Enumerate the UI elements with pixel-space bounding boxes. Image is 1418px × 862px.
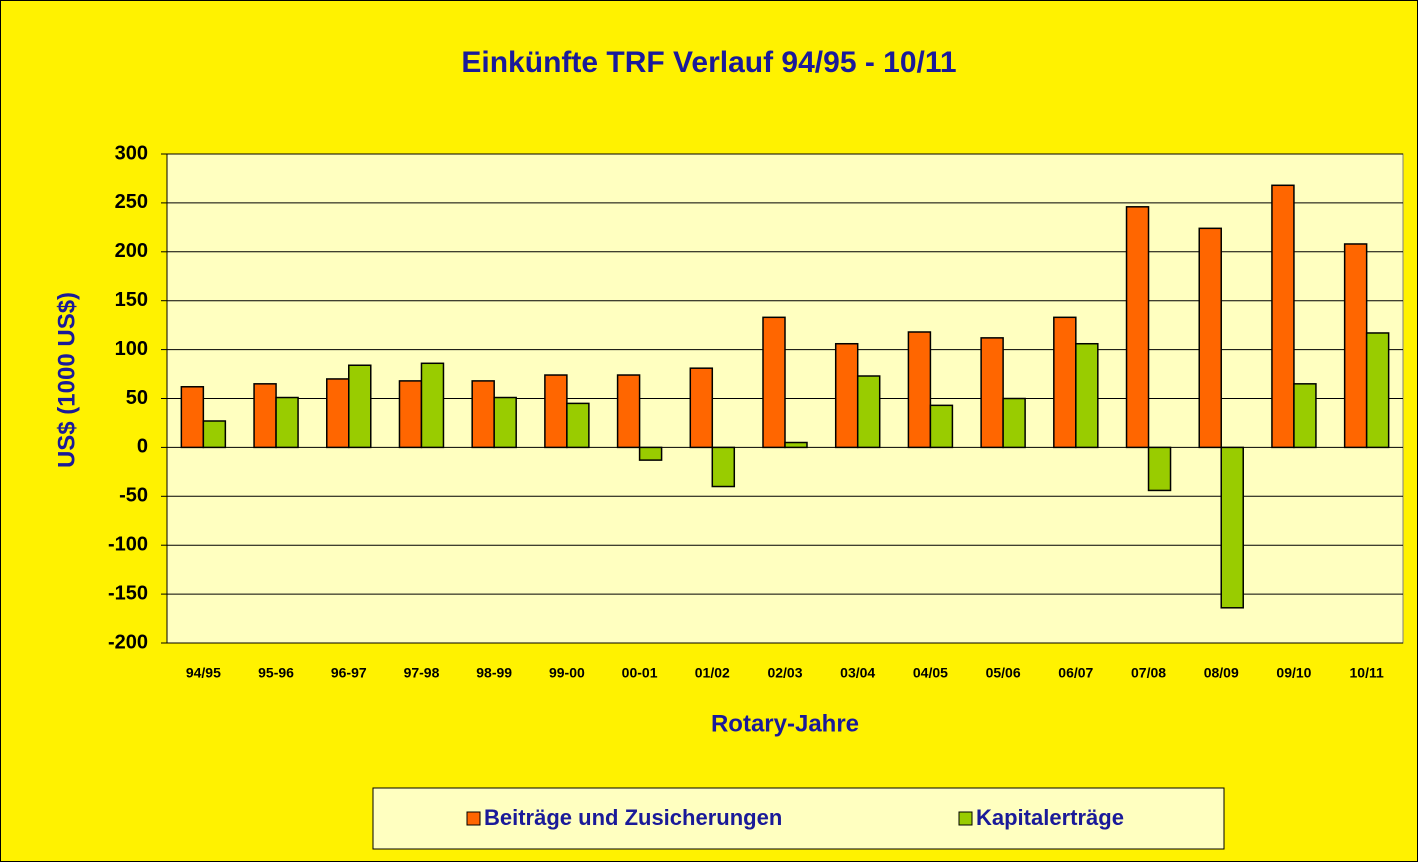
bar xyxy=(1198,227,1222,449)
x-tick-label: 04/05 xyxy=(913,665,948,681)
x-tick-label: 97-98 xyxy=(404,665,440,681)
bar xyxy=(616,374,641,449)
x-tick-label: 03/04 xyxy=(840,665,875,681)
x-tick-label: 06/07 xyxy=(1058,665,1093,681)
bar xyxy=(762,316,786,449)
y-tick-label: 50 xyxy=(126,387,148,409)
bar xyxy=(202,420,227,449)
y-tick-label: -50 xyxy=(119,485,148,507)
bar xyxy=(1053,316,1077,449)
chart-title: Einkünfte TRF Verlauf 94/95 - 10/11 xyxy=(461,46,956,79)
bar xyxy=(907,331,932,449)
x-axis-label: Rotary-Jahre xyxy=(711,710,859,737)
legend-swatch xyxy=(958,811,973,826)
bar xyxy=(638,446,663,461)
y-tick-label: 0 xyxy=(137,436,148,458)
bar xyxy=(493,396,517,449)
bar xyxy=(544,374,568,449)
bar xyxy=(1293,383,1317,449)
bar xyxy=(689,367,714,449)
bar xyxy=(1125,206,1150,449)
y-tick-label: -100 xyxy=(108,533,148,555)
x-tick-label: 96-97 xyxy=(331,665,367,681)
y-tick-label: 250 xyxy=(115,191,148,213)
bar xyxy=(253,383,277,449)
y-tick-label: -150 xyxy=(108,582,148,604)
y-axis-label: US$ (1000 US$) xyxy=(53,292,80,468)
x-tick-label: 05/06 xyxy=(986,665,1021,681)
y-tick-label: 200 xyxy=(115,240,148,262)
bar xyxy=(420,362,445,449)
x-tick-label: 94/95 xyxy=(186,665,221,681)
x-tick-label: 09/10 xyxy=(1276,665,1311,681)
bar xyxy=(471,380,495,449)
bar xyxy=(1147,446,1172,492)
legend-label: Beiträge und Zusicherungen xyxy=(484,805,782,830)
x-tick-label: 95-96 xyxy=(258,665,294,681)
x-tick-label: 10/11 xyxy=(1350,665,1384,681)
legend-swatch xyxy=(466,811,481,826)
x-tick-label: 02/03 xyxy=(767,665,802,681)
x-tick-label: 00-01 xyxy=(622,665,658,681)
bar xyxy=(1343,243,1368,449)
bar xyxy=(566,402,590,449)
x-tick-label: 99-00 xyxy=(549,665,585,681)
bar xyxy=(348,364,372,449)
bar xyxy=(275,396,299,449)
y-tick-label: -200 xyxy=(108,631,148,653)
legend-label: Kapitalerträge xyxy=(976,805,1124,830)
bar xyxy=(856,375,881,449)
legend xyxy=(372,787,1225,850)
bar xyxy=(929,404,954,449)
y-tick-label: 300 xyxy=(115,142,148,164)
bar xyxy=(1002,397,1026,449)
bar xyxy=(711,446,736,488)
y-tick-label: 100 xyxy=(115,338,148,360)
y-tick-label: 150 xyxy=(115,289,148,311)
x-tick-label: 07/08 xyxy=(1131,665,1166,681)
x-tick-label: 01/02 xyxy=(695,665,730,681)
bar xyxy=(180,386,205,449)
bar xyxy=(398,380,423,449)
bar xyxy=(1365,332,1390,449)
bar xyxy=(1271,184,1295,449)
bar xyxy=(326,378,350,449)
bar xyxy=(1220,446,1244,609)
bar xyxy=(980,337,1004,449)
x-tick-label: 08/09 xyxy=(1204,665,1239,681)
bar xyxy=(834,342,859,449)
bar xyxy=(1075,342,1099,449)
x-tick-label: 98-99 xyxy=(476,665,512,681)
bar xyxy=(784,441,808,449)
